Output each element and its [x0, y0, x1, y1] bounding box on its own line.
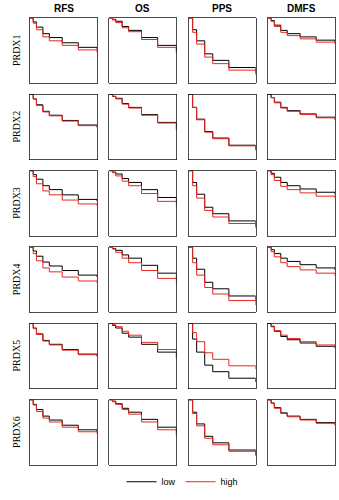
svg-text:PRDX3: PRDX3 — [11, 187, 22, 219]
svg-text:high: high — [221, 477, 238, 487]
svg-text:DMFS: DMFS — [287, 3, 316, 14]
svg-text:PRDX5: PRDX5 — [11, 340, 22, 372]
svg-text:PPS: PPS — [212, 3, 232, 14]
svg-text:PRDX6: PRDX6 — [11, 416, 22, 448]
svg-text:low: low — [162, 477, 176, 487]
svg-text:PRDX4: PRDX4 — [11, 263, 22, 295]
svg-text:PRDX1: PRDX1 — [11, 34, 22, 66]
svg-text:OS: OS — [135, 3, 150, 14]
svg-text:PRDX2: PRDX2 — [11, 111, 22, 143]
svg-text:RFS: RFS — [54, 3, 74, 14]
